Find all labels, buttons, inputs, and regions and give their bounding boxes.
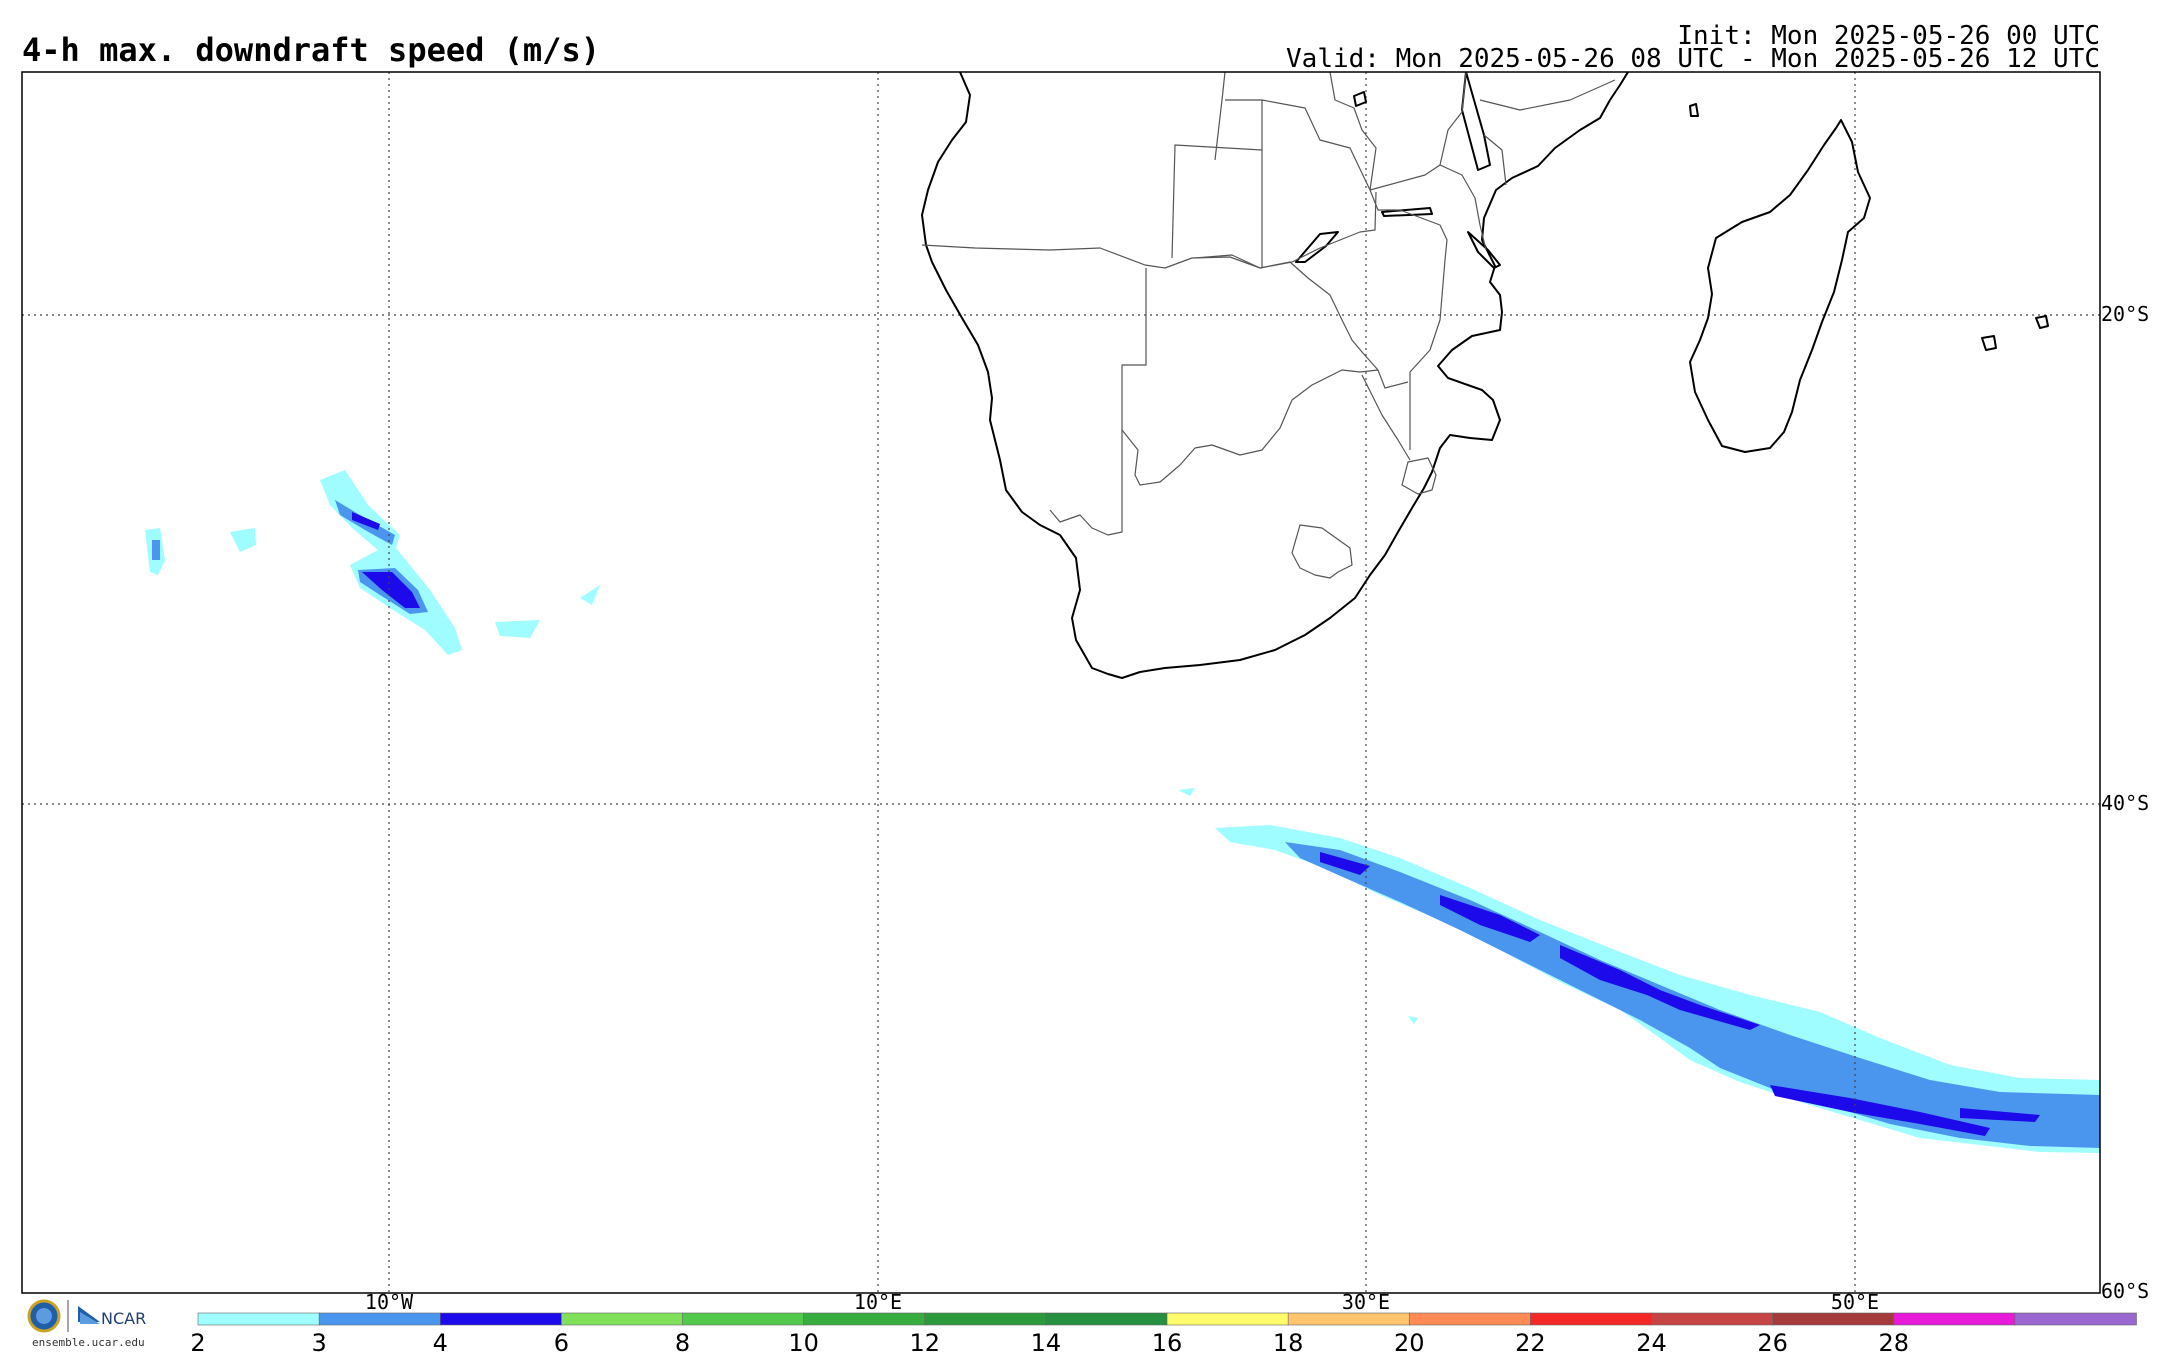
colorbar-swatch bbox=[1287, 1312, 1411, 1326]
colorbar-swatch bbox=[561, 1312, 684, 1326]
colorbar-tick-label: 8 bbox=[675, 1329, 690, 1354]
plot-title: 4-h max. downdraft speed (m/s) bbox=[22, 31, 600, 69]
colorbar-swatch bbox=[1651, 1312, 1774, 1326]
mauritius-island bbox=[1981, 335, 1997, 351]
map-frame bbox=[21, 71, 2101, 1294]
downdraft-shading-west bbox=[145, 470, 600, 655]
colorbar-swatch bbox=[803, 1312, 926, 1326]
colorbar-tick-label: 26 bbox=[1757, 1329, 1788, 1354]
colorbar-swatch bbox=[318, 1312, 442, 1326]
reunion-island bbox=[2035, 315, 2049, 329]
colorbar-swatch bbox=[1045, 1312, 1168, 1326]
colorbar-swatch bbox=[1408, 1312, 1532, 1326]
eswatini-border bbox=[1401, 457, 1437, 495]
colorbar-swatch bbox=[1530, 1312, 1653, 1326]
colorbar-swatch bbox=[439, 1312, 563, 1326]
colorbar-tick-label: 14 bbox=[1031, 1329, 1062, 1354]
valid-time: Valid: Mon 2025-05-26 08 UTC - Mon 2025-… bbox=[1286, 44, 2100, 74]
colorbar-swatch bbox=[682, 1312, 805, 1326]
map-panel: 20°S 40°S 60°S 10°W 10°E 30°E 50°E bbox=[21, 71, 2149, 1314]
lake-victoria-fragment bbox=[1353, 91, 1367, 107]
colorbar-tick-label: 4 bbox=[433, 1329, 448, 1354]
ncar-logo: NCAR bbox=[78, 1306, 146, 1328]
colorbar-tick-label: 3 bbox=[311, 1329, 326, 1354]
colorbar: 2 3 4 6 8 10 12 14 16 18 20 22 24 26 28 bbox=[190, 1312, 2137, 1354]
colorbar-tick-label: 10 bbox=[788, 1329, 819, 1354]
graticule bbox=[22, 72, 2100, 1293]
colorbar-swatch bbox=[924, 1312, 1047, 1326]
lake-kariba bbox=[1295, 231, 1339, 263]
colorbar-swatch bbox=[1166, 1312, 1289, 1326]
lake-cahora-bassa bbox=[1381, 207, 1433, 217]
lat-label-40s: 40°S bbox=[2101, 791, 2149, 815]
lake-malawi bbox=[1461, 72, 1491, 171]
colorbar-tick-label: 6 bbox=[554, 1329, 569, 1354]
lesotho-border bbox=[1291, 524, 1353, 579]
init-time: Init: Mon 2025-05-26 00 UTC bbox=[1677, 21, 2100, 51]
logo-area: NCAR ensemble.ucar.edu bbox=[27, 1299, 146, 1349]
madagascar-coastline bbox=[1689, 119, 1871, 453]
country-borders bbox=[921, 72, 1616, 536]
site-url: ensemble.ucar.edu bbox=[32, 1336, 145, 1349]
colorbar-swatch bbox=[1893, 1312, 2016, 1326]
colorbar-swatch bbox=[2014, 1312, 2137, 1326]
lon-label-10e: 10°E bbox=[854, 1290, 902, 1314]
lon-label-30e: 30°E bbox=[1342, 1290, 1390, 1314]
colorbar-tick-label: 28 bbox=[1878, 1329, 1909, 1354]
colorbar-swatch bbox=[197, 1312, 320, 1326]
colorbar-tick-label: 16 bbox=[1152, 1329, 1183, 1354]
colorbar-tick-label: 22 bbox=[1515, 1329, 1546, 1354]
colorbar-tick-label: 24 bbox=[1636, 1329, 1667, 1354]
downdraft-shading-southeast bbox=[1178, 788, 2100, 1153]
colorbar-tick-label: 20 bbox=[1394, 1329, 1425, 1354]
lat-label-60s: 60°S bbox=[2101, 1279, 2149, 1303]
colorbar-tick-label: 2 bbox=[190, 1329, 205, 1354]
colorbar-swatch bbox=[1772, 1312, 1895, 1326]
lat-label-20s: 20°S bbox=[2101, 302, 2149, 326]
ncar-logo-text: NCAR bbox=[101, 1309, 146, 1328]
lon-label-50e: 50°E bbox=[1831, 1290, 1879, 1314]
map-background bbox=[22, 72, 2100, 1293]
colorbar-tick-label: 18 bbox=[1273, 1329, 1304, 1354]
lon-label-10w: 10°W bbox=[365, 1290, 414, 1314]
comoros-island bbox=[1689, 103, 1699, 117]
colorbar-tick-label: 12 bbox=[909, 1329, 940, 1354]
nsf-logo bbox=[27, 1299, 61, 1333]
